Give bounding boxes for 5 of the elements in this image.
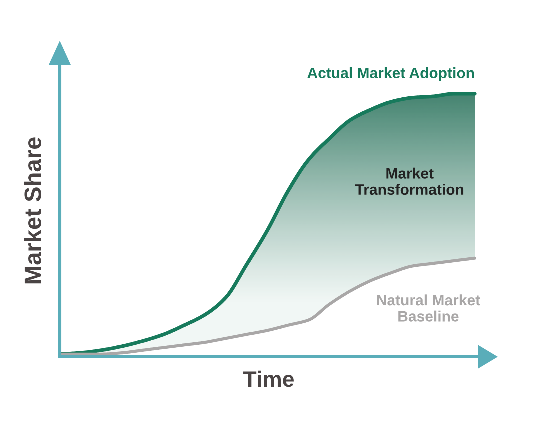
x-axis-title: Time xyxy=(244,370,294,388)
y-axis-title: Market Share xyxy=(24,138,42,284)
series-label: Natural Market Baseline xyxy=(377,294,480,322)
series-label: Actual Market Adoption xyxy=(308,68,474,82)
annotation: Market Transformation xyxy=(355,168,464,196)
